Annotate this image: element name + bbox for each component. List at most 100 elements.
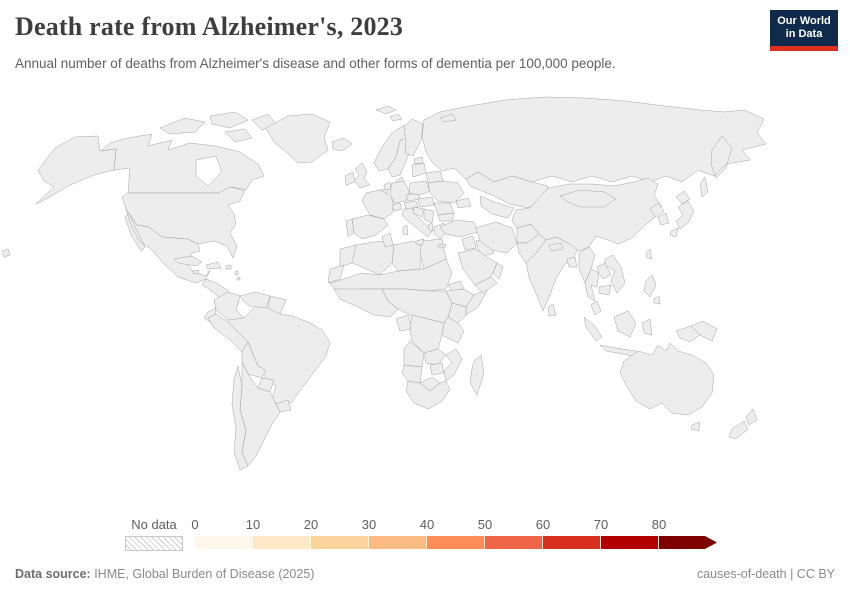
country-central-asia[interactable] bbox=[479, 195, 515, 219]
country-gabon[interactable] bbox=[395, 314, 413, 332]
country-taiwan[interactable] bbox=[645, 248, 653, 260]
country-finland[interactable] bbox=[403, 118, 424, 157]
legend-tick-labels: 0 10 20 30 40 50 60 70 80 bbox=[191, 517, 725, 533]
legend-segment-40–50[interactable] bbox=[427, 536, 485, 549]
country-bangladesh[interactable] bbox=[566, 256, 578, 268]
legend-tick-30: 30 bbox=[361, 517, 377, 532]
legend-segment-20–30[interactable] bbox=[311, 536, 369, 549]
legend-segment-0–10[interactable] bbox=[195, 536, 253, 549]
country-laos[interactable] bbox=[596, 262, 612, 280]
country-jamaica[interactable] bbox=[192, 269, 200, 275]
country-greenland[interactable] bbox=[265, 113, 331, 164]
country-bulgaria[interactable] bbox=[437, 212, 455, 222]
legend-tick-50: 50 bbox=[477, 517, 493, 532]
legend-tick-20: 20 bbox=[303, 517, 319, 532]
country-colombia[interactable] bbox=[213, 291, 245, 321]
chart-footer: Data source: IHME, Global Burden of Dise… bbox=[15, 567, 835, 581]
country-yemen[interactable] bbox=[474, 276, 498, 294]
country-nepal[interactable] bbox=[548, 242, 564, 252]
legend-tick-0: 0 bbox=[191, 517, 199, 532]
country-south-korea[interactable] bbox=[657, 212, 670, 226]
country-venezuela[interactable] bbox=[239, 291, 271, 309]
legend-no-data-swatch[interactable] bbox=[125, 536, 183, 551]
legend-segment-10–20[interactable] bbox=[253, 536, 311, 549]
country-france[interactable] bbox=[361, 189, 395, 220]
country-tanzania[interactable] bbox=[441, 316, 465, 344]
country-australia[interactable] bbox=[619, 342, 715, 432]
country-mexico[interactable] bbox=[124, 208, 211, 284]
country-ukraine[interactable] bbox=[427, 180, 465, 204]
country-baltics[interactable] bbox=[411, 162, 427, 178]
country-canada-arctic[interactable] bbox=[159, 111, 277, 143]
country-uk[interactable] bbox=[353, 162, 371, 189]
country-guyanas[interactable] bbox=[267, 295, 287, 315]
country-western-sahara[interactable] bbox=[327, 264, 345, 284]
country-antilles[interactable] bbox=[234, 270, 241, 281]
country-netherlands[interactable] bbox=[383, 181, 392, 191]
country-hungary[interactable] bbox=[417, 196, 435, 208]
country-usa-alaska[interactable] bbox=[1, 135, 117, 258]
legend-segment-30–40[interactable] bbox=[369, 536, 427, 549]
country-iran[interactable] bbox=[475, 221, 518, 254]
country-tunisia[interactable] bbox=[381, 232, 394, 248]
country-oman[interactable] bbox=[492, 262, 504, 280]
country-croatia[interactable] bbox=[412, 206, 425, 218]
country-mozambique[interactable] bbox=[443, 348, 463, 382]
country-papua-new-guinea[interactable] bbox=[690, 320, 718, 342]
country-poland[interactable] bbox=[408, 180, 431, 196]
country-thailand[interactable] bbox=[584, 268, 600, 302]
country-china[interactable] bbox=[511, 177, 663, 252]
country-japan[interactable] bbox=[669, 190, 695, 238]
legend-segment-70–80[interactable] bbox=[601, 536, 659, 549]
region-west-africa[interactable] bbox=[333, 288, 399, 318]
legend-no-data-label: No data bbox=[131, 517, 177, 532]
country-libya[interactable] bbox=[391, 240, 423, 272]
country-iceland[interactable] bbox=[331, 137, 353, 152]
country-canada[interactable] bbox=[99, 133, 265, 194]
country-albania[interactable] bbox=[427, 222, 434, 232]
country-estonia[interactable] bbox=[413, 156, 424, 165]
country-syria[interactable] bbox=[461, 235, 477, 251]
legend-segment-50–60[interactable] bbox=[485, 536, 543, 549]
country-ireland[interactable] bbox=[344, 171, 356, 186]
country-serbia[interactable] bbox=[423, 208, 435, 224]
country-vietnam[interactable] bbox=[604, 254, 626, 294]
data-source-text: IHME, Global Burden of Disease (2025) bbox=[90, 567, 315, 581]
country-germany[interactable] bbox=[389, 180, 410, 204]
country-puerto-rico[interactable] bbox=[225, 264, 232, 270]
data-source-label: Data source: bbox=[15, 567, 91, 581]
country-indonesia[interactable] bbox=[583, 310, 701, 357]
chart-subtitle: Annual number of deaths from Alzheimer's… bbox=[15, 56, 616, 71]
country-switzerland[interactable] bbox=[391, 202, 403, 212]
country-kenya[interactable] bbox=[447, 302, 467, 324]
country-south-africa[interactable] bbox=[405, 380, 451, 410]
legend-bar[interactable] bbox=[195, 536, 717, 549]
country-cambodia[interactable] bbox=[598, 284, 612, 296]
country-hispaniola[interactable] bbox=[205, 261, 222, 270]
country-north-korea[interactable] bbox=[649, 202, 665, 218]
legend-segment-80+[interactable] bbox=[659, 536, 717, 549]
country-algeria[interactable] bbox=[351, 240, 395, 276]
country-zambia[interactable] bbox=[423, 348, 447, 366]
country-mongolia[interactable] bbox=[559, 189, 617, 208]
country-norway[interactable] bbox=[373, 105, 411, 172]
country-russia[interactable] bbox=[421, 96, 767, 198]
country-spain[interactable] bbox=[351, 214, 389, 240]
country-new-zealand[interactable] bbox=[728, 408, 758, 440]
country-cuba[interactable] bbox=[173, 255, 203, 267]
country-chile[interactable] bbox=[231, 365, 249, 471]
country-turkey[interactable] bbox=[439, 219, 479, 238]
country-portugal[interactable] bbox=[345, 218, 355, 238]
country-namibia[interactable] bbox=[401, 364, 423, 384]
country-philippines[interactable] bbox=[643, 274, 661, 305]
owid-logo[interactable]: Our World in Data bbox=[770, 10, 838, 51]
country-malaysia[interactable] bbox=[590, 300, 602, 316]
country-zimbabwe[interactable] bbox=[429, 362, 445, 376]
legend-segment-60–70[interactable] bbox=[543, 536, 601, 549]
world-choropleth-map bbox=[0, 90, 850, 510]
country-caucasus[interactable] bbox=[455, 197, 472, 209]
country-madagascar[interactable] bbox=[469, 354, 485, 396]
country-sri-lanka[interactable] bbox=[547, 303, 557, 317]
license-link[interactable]: causes-of-death | CC BY bbox=[696, 567, 835, 581]
